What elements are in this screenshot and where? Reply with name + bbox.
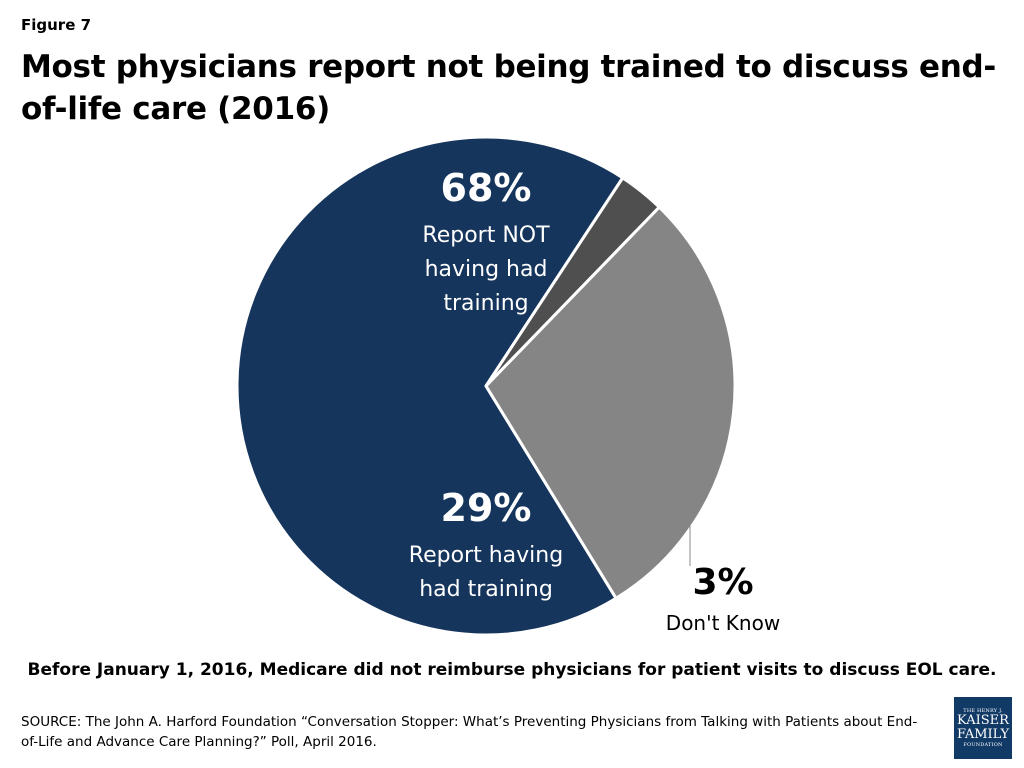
kff-logo: THE HENRY J. KAISER FAMILY FOUNDATION xyxy=(954,697,1012,759)
value-label-not-trained: 68% xyxy=(441,166,532,210)
category-label-had-training-2: had training xyxy=(419,577,553,602)
value-label-dont-know: 3% xyxy=(692,562,753,603)
slice-not-trained xyxy=(235,135,625,637)
category-label-not-trained-2: having had xyxy=(425,257,548,282)
chart-note: Before January 1, 2016, Medicare did not… xyxy=(27,660,997,680)
logo-line-2: KAISER xyxy=(957,713,1009,728)
category-label-had-training-1: Report having xyxy=(409,543,563,568)
chart-title: Most physicians report not being trained… xyxy=(21,49,996,127)
figure-label: Figure 7 xyxy=(21,16,92,34)
logo-line-3: FAMILY xyxy=(956,727,1010,742)
category-label-not-trained-1: Report NOT xyxy=(422,223,550,248)
source-text: SOURCE: The John A. Harford Foundation “… xyxy=(21,714,918,750)
value-label-had-training: 29% xyxy=(441,486,532,530)
slice-had-training xyxy=(484,205,737,600)
logo-line-1: THE HENRY J. xyxy=(963,708,1003,714)
category-label-not-trained-3: training xyxy=(443,291,528,316)
logo-line-4: FOUNDATION xyxy=(963,742,1003,748)
category-label-dont-know: Don't Know xyxy=(666,611,780,635)
